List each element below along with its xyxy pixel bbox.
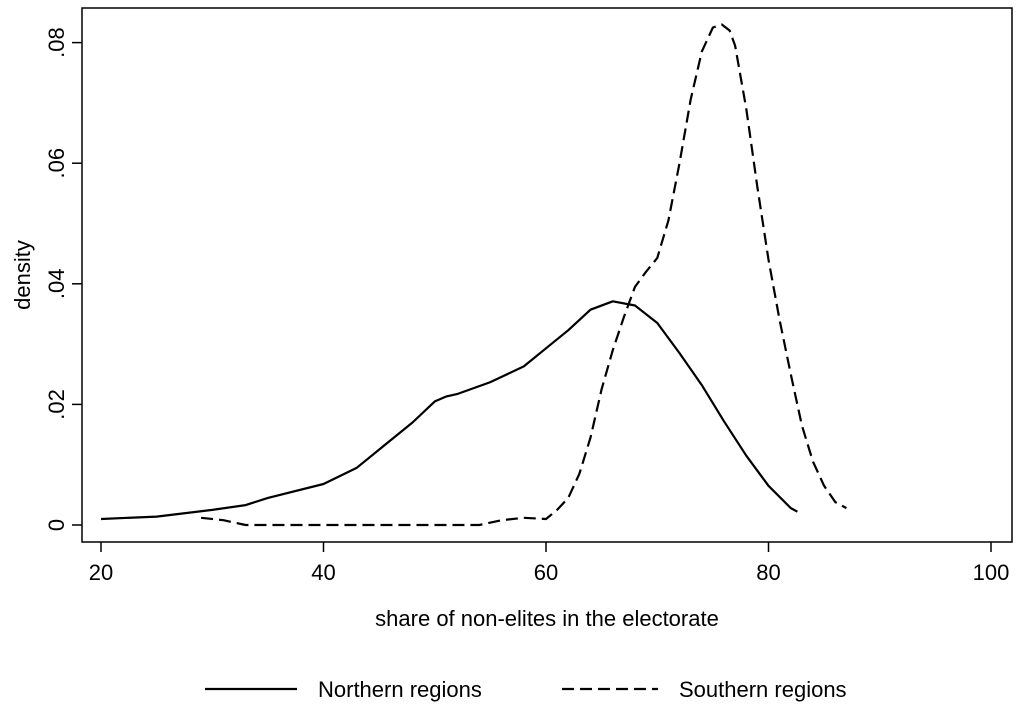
x-tick-label: 20 xyxy=(89,560,113,585)
series-line-northern xyxy=(100,300,798,521)
x-axis: 20 40 60 80 100 xyxy=(89,542,1010,585)
x-tick-label: 60 xyxy=(534,560,558,585)
x-tick-label: 40 xyxy=(311,560,335,585)
y-axis: 0 .02 .04 .06 .08 xyxy=(44,27,82,531)
plot-frame xyxy=(81,7,1013,543)
legend: Northern regions Southern regions xyxy=(205,677,847,702)
x-axis-label: share of non-elites in the electorate xyxy=(375,606,719,631)
x-tick-label: 100 xyxy=(973,560,1010,585)
y-axis-label: density xyxy=(10,240,35,310)
y-tick-label: .02 xyxy=(44,389,69,420)
y-tick-label: .06 xyxy=(44,148,69,179)
legend-label: Northern regions xyxy=(318,677,482,702)
legend-label: Southern regions xyxy=(679,677,847,702)
y-tick-label: .08 xyxy=(44,27,69,58)
series-layer xyxy=(100,23,847,527)
y-tick-label: .04 xyxy=(44,269,69,300)
series-line-southern xyxy=(200,23,847,527)
y-tick-label: 0 xyxy=(44,519,69,531)
x-tick-label: 80 xyxy=(756,560,780,585)
